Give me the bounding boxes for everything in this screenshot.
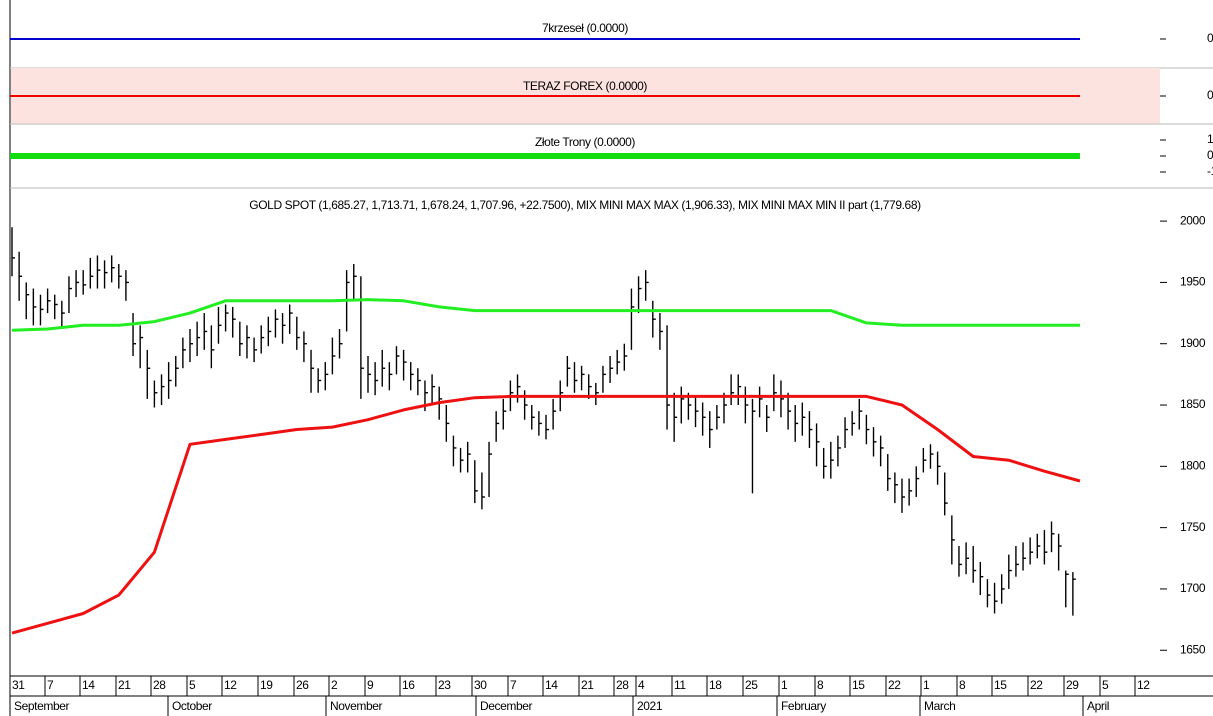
y-tick-label: 0 [1207, 31, 1213, 45]
y-tick-label: 1950 [1180, 275, 1206, 289]
x-tick-label: 28 [616, 678, 629, 692]
x-tick-label: 15 [852, 678, 865, 692]
x-tick-label: 12 [1137, 678, 1150, 692]
x-tick-label: 16 [402, 678, 415, 692]
y-tick-label: 2000 [1180, 213, 1206, 227]
x-group-label: February [781, 699, 826, 713]
x-tick-label: 4 [638, 678, 645, 692]
x-tick-label: 22 [1030, 678, 1043, 692]
indicator-line [11, 298, 1080, 332]
x-tick-label: 1 [923, 678, 930, 692]
y-tick-label: 1700 [1180, 581, 1206, 595]
x-tick-label: 28 [153, 678, 166, 692]
x-tick-label: 7 [47, 678, 54, 692]
x-tick-label: 8 [817, 678, 824, 692]
x-tick-label: 7 [510, 678, 517, 692]
x-tick-label: 22 [888, 678, 901, 692]
x-group-label: March [924, 699, 955, 713]
x-tick-label: 14 [82, 678, 95, 692]
indicator-line [11, 394, 1081, 635]
x-tick-label: 19 [260, 678, 273, 692]
x-tick-label: 21 [118, 678, 131, 692]
y-tick-label: 1850 [1180, 397, 1206, 411]
x-tick-label: 26 [296, 678, 309, 692]
y-tick-label: 1650 [1180, 642, 1206, 656]
x-group-label: April [1087, 699, 1109, 713]
x-group-label: November [330, 699, 383, 713]
x-tick-label: 1 [781, 678, 788, 692]
x-tick-label: 30 [474, 678, 487, 692]
x-group-label: December [480, 699, 533, 713]
y-tick-label: 1 [1207, 132, 1213, 146]
y-tick-label: 0 [1207, 148, 1213, 162]
chart-title: GOLD SPOT (1,685.27, 1,713.71, 1,678.24,… [249, 198, 921, 212]
y-tick-label: 1800 [1180, 459, 1206, 473]
x-tick-label: 5 [189, 678, 196, 692]
x-group-label: 2021 [637, 699, 663, 713]
y-tick-label: -1 [1207, 164, 1213, 178]
x-tick-label: 12 [224, 678, 237, 692]
x-tick-label: 8 [959, 678, 966, 692]
x-tick-label: 31 [12, 678, 25, 692]
panel-title: TERAZ FOREX (0.0000) [523, 79, 647, 93]
x-tick-label: 18 [709, 678, 722, 692]
x-group-label: October [172, 699, 212, 713]
x-tick-label: 23 [438, 678, 451, 692]
x-tick-label: 25 [745, 678, 758, 692]
x-tick-label: 11 [674, 678, 686, 692]
x-tick-label: 5 [1102, 678, 1109, 692]
y-tick-label: 1750 [1180, 520, 1206, 534]
x-tick-label: 29 [1066, 678, 1079, 692]
x-tick-label: 9 [367, 678, 374, 692]
x-tick-label: 2 [331, 678, 338, 692]
y-tick-label: 1900 [1180, 336, 1206, 350]
panel-title: Złote Trony (0.0000) [535, 135, 635, 149]
x-tick-label: 21 [581, 678, 594, 692]
x-group-label: September [14, 699, 70, 713]
panel-title: 7krzeseł (0.0000) [542, 21, 628, 35]
y-tick-label: 0 [1207, 88, 1213, 102]
x-tick-label: 15 [994, 678, 1007, 692]
x-tick-label: 14 [545, 678, 558, 692]
